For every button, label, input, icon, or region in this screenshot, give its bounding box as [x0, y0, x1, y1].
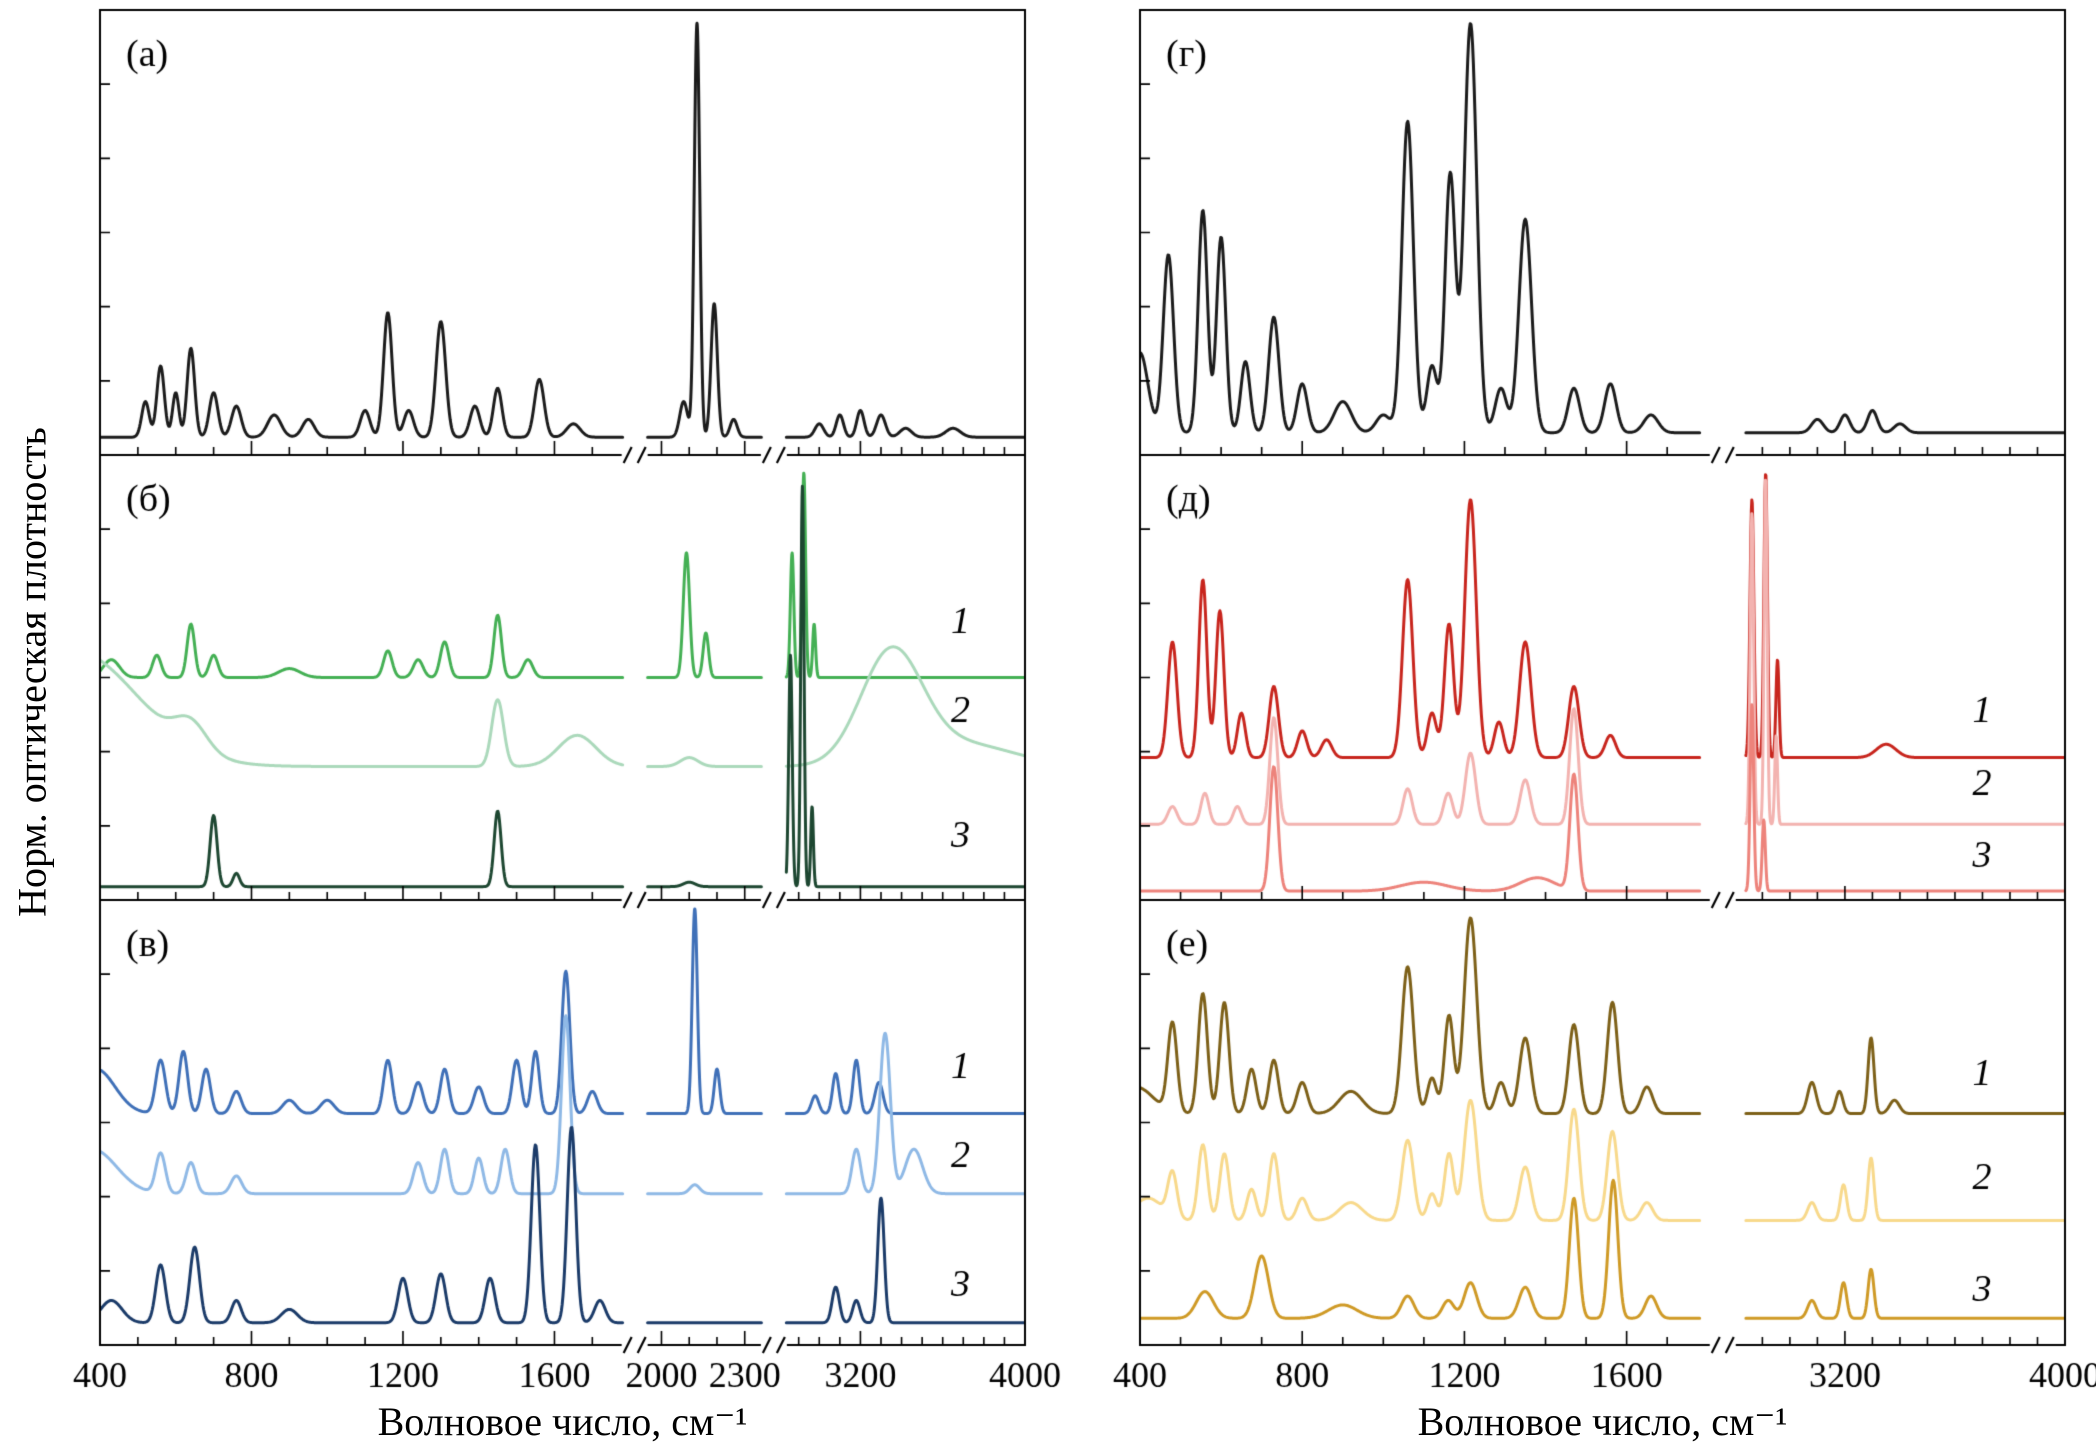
- left-column-panels: [60, 8, 1070, 1400]
- right-column-panels: [1100, 8, 2096, 1400]
- y-axis-label: Норм. оптическая плотность: [9, 427, 55, 917]
- x-axis-label-left: Волновое число, см⁻¹: [377, 1399, 748, 1444]
- x-axis-label-right: Волновое число, см⁻¹: [1417, 1399, 1788, 1444]
